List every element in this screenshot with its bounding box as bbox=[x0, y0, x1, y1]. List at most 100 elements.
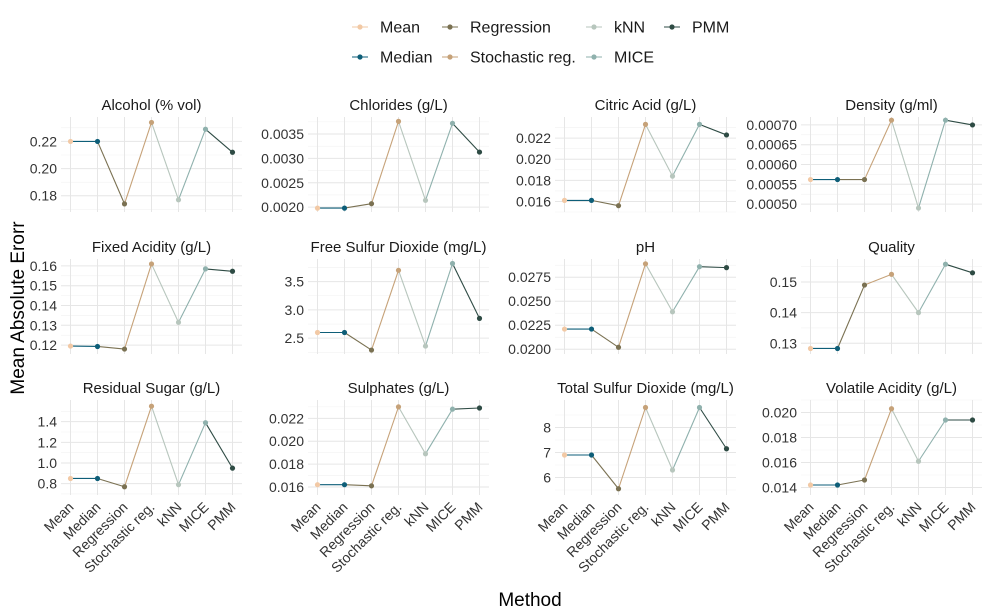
data-point-mean bbox=[67, 343, 74, 349]
series-segment-regression bbox=[591, 199, 619, 207]
data-point-mice bbox=[696, 404, 703, 411]
series-segment-regression bbox=[344, 332, 372, 351]
data-point-knn bbox=[175, 319, 182, 325]
data-point-stochastic-reg bbox=[888, 406, 895, 412]
series-segment-knn bbox=[150, 122, 180, 200]
legend-key-point bbox=[591, 54, 597, 60]
panel-title: pH bbox=[636, 239, 655, 256]
y-tick-label: 0.0030 bbox=[261, 150, 304, 166]
data-point-knn bbox=[669, 173, 676, 179]
data-point-regression bbox=[368, 347, 375, 353]
data-point-stochastic-reg bbox=[395, 267, 402, 273]
series-segment-mice bbox=[918, 263, 946, 313]
series-segment-mice bbox=[425, 408, 453, 455]
panel-title: Quality bbox=[868, 239, 915, 256]
x-axis-title: Method bbox=[498, 590, 561, 611]
series-segment-regression bbox=[97, 477, 125, 488]
series-segment-mice bbox=[917, 120, 947, 209]
data-point-knn bbox=[422, 343, 429, 349]
data-point-regression bbox=[368, 201, 375, 207]
series-segment-regression bbox=[591, 454, 619, 490]
panel-grid bbox=[555, 117, 736, 213]
y-tick-label: 0.0035 bbox=[261, 126, 304, 142]
legend-key-point bbox=[591, 24, 597, 30]
series-segment-mice bbox=[177, 129, 207, 200]
panel-free-sulfur-dioxide-mg-l: 2.5 3.0 3.5 Free Sulfur Dioxide (mg/L) bbox=[285, 239, 489, 354]
data-point-median bbox=[341, 329, 348, 336]
data-point-median bbox=[588, 452, 595, 458]
panel-alcohol-vol: 0.18 0.20 0.22 Alcohol (% vol) bbox=[30, 97, 242, 212]
y-tick-label: 0.15 bbox=[30, 278, 57, 294]
y-tick-label: 1.4 bbox=[38, 414, 58, 430]
y-tick-label: 0.14 bbox=[770, 305, 797, 321]
panel-grid bbox=[555, 259, 736, 354]
data-point-mice bbox=[202, 266, 209, 272]
y-tick-label: 0.018 bbox=[516, 172, 551, 188]
series-segment-knn bbox=[398, 406, 426, 455]
panel-title: Sulphates (g/L) bbox=[348, 380, 450, 397]
series-segment-knn bbox=[150, 406, 180, 485]
legend-label: MICE bbox=[614, 50, 654, 67]
data-point-median bbox=[341, 482, 348, 488]
series-segment-regression bbox=[96, 141, 126, 205]
panel-chlorides-g-l: 0.0020 0.0025 0.0030 0.0035 Chlorides (g/L) bbox=[261, 97, 489, 215]
data-point-mean bbox=[561, 197, 568, 203]
data-point-median bbox=[94, 138, 101, 145]
series-segment-pmm bbox=[699, 407, 727, 450]
y-tick-label: 1.0 bbox=[38, 455, 58, 471]
legend-label: Regression bbox=[470, 20, 551, 37]
data-point-mean bbox=[314, 329, 321, 336]
legend-key-point bbox=[447, 24, 453, 30]
data-point-stochastic-reg bbox=[395, 118, 402, 124]
panel-title: Volatile Acidity (g/L) bbox=[826, 380, 957, 397]
y-tick-label: 0.20 bbox=[30, 161, 57, 177]
panel-title: Alcohol (% vol) bbox=[101, 97, 201, 114]
x-tick-label: PMM bbox=[944, 499, 978, 533]
data-point-pmm bbox=[969, 122, 976, 128]
series-segment-pmm bbox=[699, 266, 727, 269]
y-tick-label: 0.018 bbox=[269, 456, 304, 472]
series-segment-regression bbox=[837, 479, 865, 486]
x-tick-label: MICE bbox=[423, 499, 459, 535]
data-point-knn bbox=[422, 451, 429, 457]
panel-grid bbox=[61, 259, 242, 354]
data-point-mice bbox=[942, 417, 949, 423]
data-point-mean bbox=[561, 452, 568, 458]
y-tick-label: 6 bbox=[543, 470, 551, 486]
panel-title: Chlorides (g/L) bbox=[349, 97, 447, 114]
series-segment-pmm bbox=[452, 263, 480, 319]
data-point-mice bbox=[942, 261, 949, 267]
data-point-pmm bbox=[969, 417, 976, 423]
series-segment-stochastic-reg bbox=[370, 270, 400, 351]
data-point-median bbox=[834, 176, 841, 183]
data-point-median bbox=[834, 482, 841, 488]
series-segment-stochastic-reg bbox=[123, 263, 153, 350]
legend-key-point bbox=[357, 24, 363, 30]
y-tick-label: 0.12 bbox=[30, 337, 57, 353]
data-point-mean bbox=[807, 345, 814, 352]
x-tick-label: PMM bbox=[451, 499, 485, 533]
legend-item-median: Median bbox=[352, 50, 432, 67]
legend-label: Stochastic reg. bbox=[470, 50, 576, 67]
legend-label: kNN bbox=[614, 20, 645, 37]
series-segment-stochastic-reg bbox=[864, 273, 892, 286]
panel-title: Free Sulfur Dioxide (mg/L) bbox=[311, 239, 487, 256]
data-point-knn bbox=[175, 197, 182, 203]
data-point-stochastic-reg bbox=[642, 404, 649, 411]
y-tick-label: 0.18 bbox=[30, 188, 57, 204]
series-segment-knn bbox=[644, 407, 674, 471]
y-tick-label: 7 bbox=[543, 445, 551, 461]
legend-item-mean: Mean bbox=[352, 20, 420, 37]
data-point-pmm bbox=[969, 270, 976, 276]
legend-item-regression: Regression bbox=[442, 20, 551, 37]
y-tick-label: 0.020 bbox=[269, 433, 304, 449]
panel-grid bbox=[801, 399, 982, 495]
y-tick-label: 0.16 bbox=[30, 258, 57, 274]
series-segment-pmm bbox=[452, 407, 480, 410]
data-point-pmm bbox=[229, 465, 236, 471]
data-point-mice bbox=[449, 260, 456, 267]
panel-grid bbox=[308, 117, 489, 212]
data-point-knn bbox=[669, 309, 676, 315]
data-point-median bbox=[94, 343, 101, 350]
